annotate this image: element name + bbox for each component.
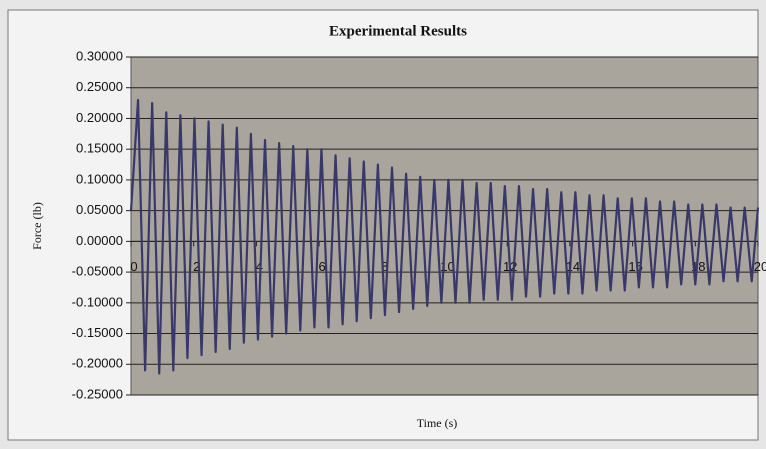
y-tick-label: 0.05000 bbox=[76, 202, 123, 217]
x-tick-label: 6 bbox=[318, 259, 325, 274]
y-tick-label: -0.25000 bbox=[72, 386, 123, 401]
y-tick-label: 0.00000 bbox=[76, 233, 123, 248]
y-tick-label: -0.20000 bbox=[72, 356, 123, 371]
x-tick-label: 20 bbox=[754, 259, 766, 274]
y-tick-label: -0.15000 bbox=[72, 325, 123, 340]
y-tick-label: 0.25000 bbox=[76, 79, 123, 94]
y-tick-label: 0.20000 bbox=[76, 110, 123, 125]
chart-title: Experimental Results bbox=[329, 23, 467, 39]
y-tick-label: -0.10000 bbox=[72, 294, 123, 309]
x-tick-label: 0 bbox=[130, 259, 137, 274]
y-tick-label: -0.05000 bbox=[72, 264, 123, 279]
y-tick-label: 0.10000 bbox=[76, 171, 123, 186]
y-tick-label: 0.15000 bbox=[76, 141, 123, 156]
x-tick-label: 4 bbox=[256, 259, 263, 274]
x-axis-label: Time (s) bbox=[417, 416, 458, 430]
y-axis-label: Force (lb) bbox=[30, 202, 44, 250]
y-tick-label: 0.30000 bbox=[76, 48, 123, 63]
x-tick-label: 2 bbox=[193, 259, 200, 274]
x-tick-label: 8 bbox=[381, 259, 388, 274]
plot-area bbox=[130, 56, 759, 396]
data-line bbox=[129, 98, 760, 375]
